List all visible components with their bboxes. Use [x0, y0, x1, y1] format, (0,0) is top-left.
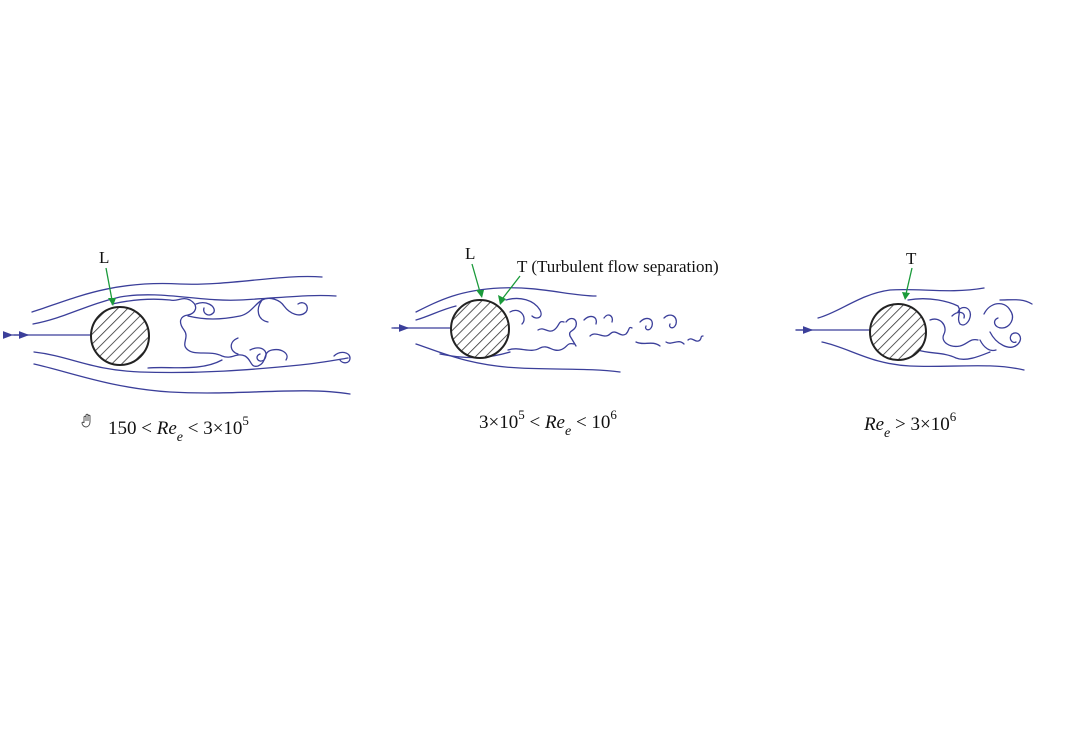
wake-region	[505, 297, 704, 351]
caption-text: < 3×10	[183, 418, 242, 439]
caption-sub: e	[177, 430, 183, 445]
cylinder	[450, 299, 510, 359]
pointer-L	[471, 263, 484, 298]
caption-text: 3×10	[479, 412, 518, 433]
caption-sup: 6	[950, 409, 957, 424]
panel-supercritical-separation	[795, 267, 1033, 371]
wake-region	[111, 297, 351, 369]
caption-sub: e	[565, 424, 571, 439]
label-T-panel3: T	[906, 249, 917, 268]
caption-text: 150 <	[108, 418, 157, 439]
streamlines	[2, 275, 351, 395]
cylinder	[869, 303, 927, 361]
pointer-T	[902, 267, 913, 300]
caption-sup: 5	[242, 413, 249, 428]
cylinder	[90, 306, 150, 366]
panel-laminar-separation	[2, 267, 351, 395]
pointer-L	[105, 267, 116, 306]
pointer-T	[498, 275, 521, 305]
hand-cursor-icon	[81, 413, 91, 428]
caption-re: Re	[863, 414, 884, 435]
caption-sup: 5	[518, 407, 525, 422]
caption-text: <	[525, 412, 545, 433]
label-T-panel2: T (Turbulent flow separation)	[517, 257, 719, 276]
wake-region	[907, 298, 1022, 360]
caption-sub: e	[884, 426, 890, 441]
label-L-panel2: L	[465, 244, 475, 263]
label-L-panel1: L	[99, 248, 109, 267]
caption-re: Re	[544, 412, 565, 433]
caption-re: Re	[156, 418, 177, 439]
caption-panel3: Ree > 3×106	[863, 409, 957, 441]
caption-text: > 3×10	[890, 414, 949, 435]
streamlines	[795, 287, 1033, 371]
panel-turbulent-separation	[391, 263, 704, 373]
caption-text: < 10	[571, 412, 610, 433]
caption-sup: 6	[610, 407, 617, 422]
caption-panel1: 150 < Ree < 3×105	[108, 413, 249, 445]
caption-panel2: 3×105 < Ree < 106	[479, 407, 617, 439]
